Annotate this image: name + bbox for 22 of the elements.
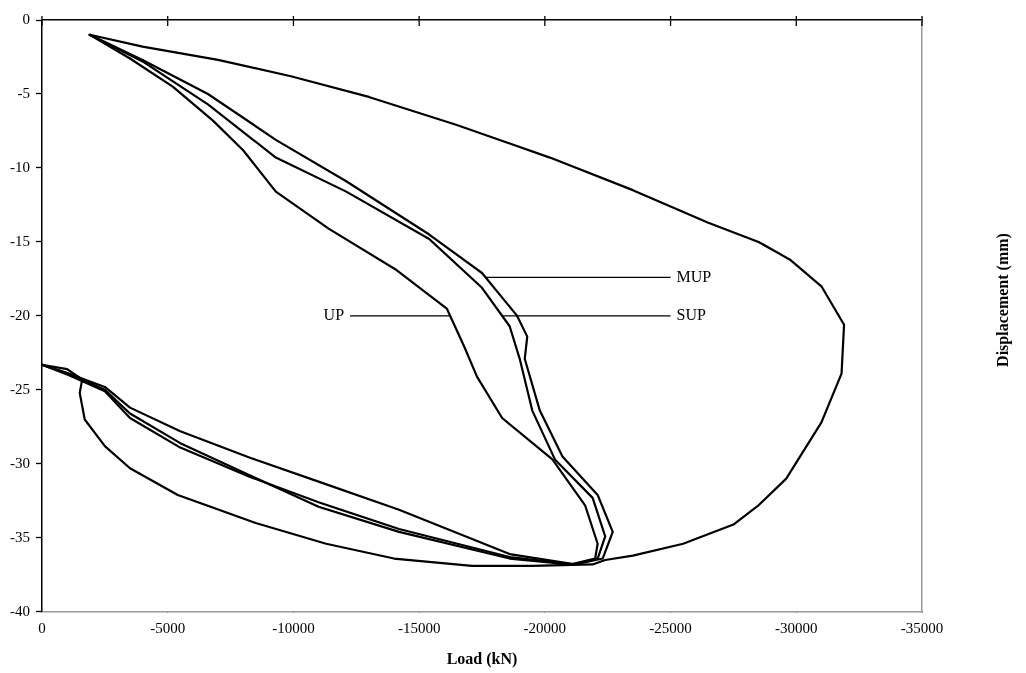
y-axis-title: Displacement (mm) xyxy=(994,233,1012,367)
y-tick-label: 0 xyxy=(22,10,30,27)
y-tick-label: -25 xyxy=(10,380,30,397)
y-tick-label: -40 xyxy=(10,602,30,619)
y-tick-label: -35 xyxy=(10,528,30,545)
annotation: MUP xyxy=(676,267,712,285)
x-tick-label: -10000 xyxy=(272,619,315,636)
y-tick-label: -15 xyxy=(10,232,30,249)
x-tick-label: -30000 xyxy=(775,619,818,636)
x-tick-label: -20000 xyxy=(523,619,567,636)
x-tick-label: -25000 xyxy=(649,619,692,636)
x-tick-label: 0 xyxy=(38,619,46,636)
annotation: UP xyxy=(323,306,345,324)
x-tick-label: -35000 xyxy=(900,619,944,636)
annotation: SUP xyxy=(676,306,707,324)
x-tick-label: -15000 xyxy=(397,619,441,636)
x-tick-label: -5000 xyxy=(150,619,186,636)
y-tick-label: -20 xyxy=(10,306,30,323)
x-axis-title: Load (kN) xyxy=(446,649,518,668)
y-tick-label: -5 xyxy=(17,84,30,101)
y-tick-label: -10 xyxy=(10,158,30,175)
y-tick-label: -30 xyxy=(10,454,30,471)
